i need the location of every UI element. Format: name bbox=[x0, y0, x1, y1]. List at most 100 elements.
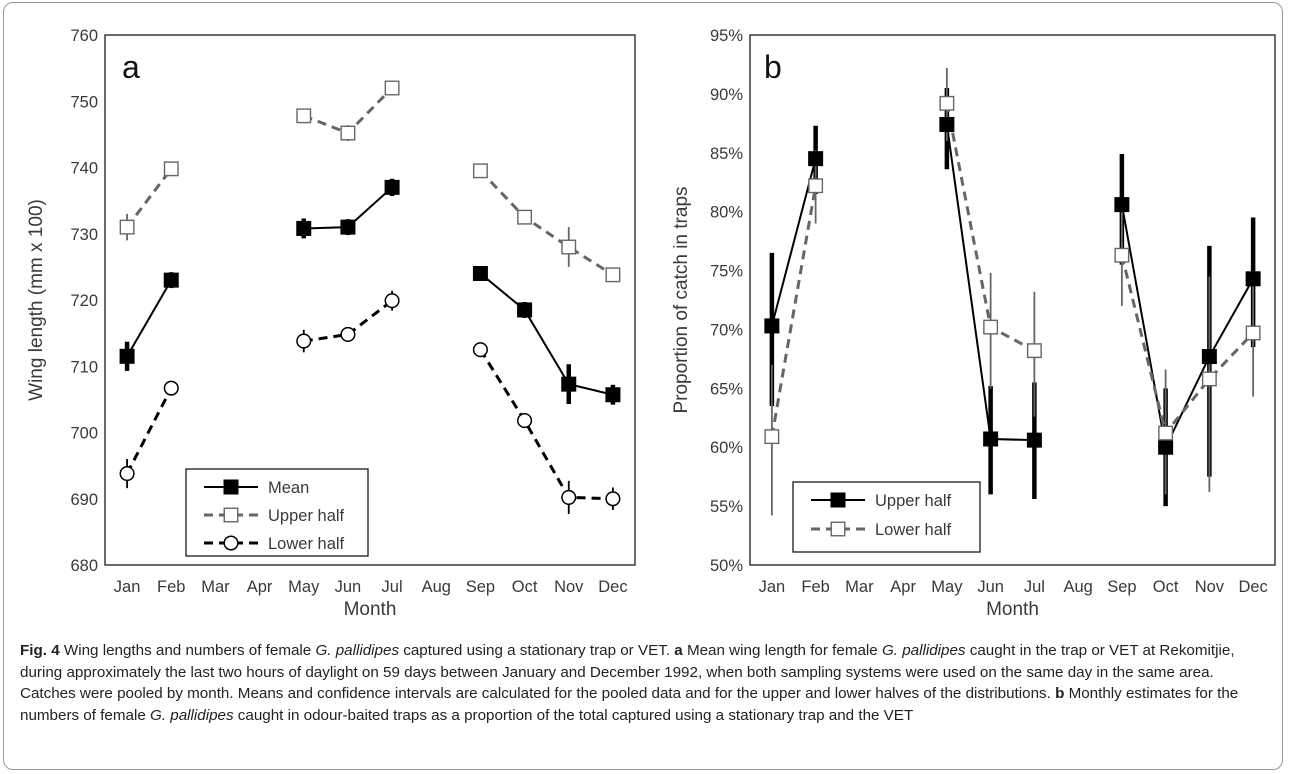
panel-a-plot-area bbox=[104, 34, 636, 566]
panel-a-series-mean-point bbox=[472, 266, 488, 281]
panel-a-y-tick-label: 740 bbox=[70, 160, 98, 178]
panel-a-x-tick-label: Nov bbox=[554, 578, 584, 596]
panel-b-x-tick-label: Oct bbox=[1153, 578, 1179, 596]
panel-a-y-tick-label: 750 bbox=[70, 93, 98, 111]
panel-b-x-axis-title: Month bbox=[986, 599, 1039, 620]
panel-a-x-tick-label: Dec bbox=[598, 578, 627, 596]
panel-a-series-mean-point bbox=[384, 179, 400, 195]
panel-b-y-tick-label: 75% bbox=[710, 263, 743, 281]
caption-species-1: G. pallidipes bbox=[315, 642, 400, 659]
panel-b-panel-label: b bbox=[764, 49, 782, 85]
panel-a-y-tick-label: 720 bbox=[70, 292, 98, 310]
panel-b-series-lower-half-point bbox=[1158, 425, 1174, 441]
panel-a-y-tick-label: 700 bbox=[70, 425, 98, 443]
panel-b-series-lower-half-point bbox=[983, 319, 999, 335]
caption-text-4: caught in the trap or VET at Rekomitjie,… bbox=[20, 642, 1235, 702]
panel-a-series-mean-point bbox=[605, 387, 621, 403]
panel-a-series-lower-half-point bbox=[163, 380, 179, 396]
panel-b-x-tick-label: Sep bbox=[1107, 578, 1136, 596]
panel-a-series-upper-half-point bbox=[472, 163, 488, 179]
panel-b-y-tick-label: 65% bbox=[710, 380, 743, 398]
panel-b-series-lower-half-point bbox=[1245, 325, 1261, 341]
panel-b-series-lower-half-point bbox=[1114, 247, 1130, 263]
panel-a-legend-label: Lower half bbox=[268, 535, 345, 553]
panel-a-x-tick-label: Jun bbox=[335, 578, 362, 596]
caption-text-5: Monthly estimates for the numbers of fem… bbox=[20, 685, 1239, 724]
panel-b-x-tick-label: Apr bbox=[890, 578, 916, 596]
panel-a-series-upper-half-point bbox=[340, 125, 356, 141]
panel-b-series-upper-half-point bbox=[1201, 349, 1217, 365]
panel-a-series-lower-half-point bbox=[119, 466, 135, 482]
panel-b-x-tick-label: Jan bbox=[759, 578, 786, 596]
panel-a-series-mean-point bbox=[163, 272, 179, 288]
panel-a-series-lower-half-point bbox=[517, 413, 533, 429]
charts-svg: 680 690 700 710 720 730 740 750 760 Jan Feb Mar Apr M… bbox=[26, 27, 1276, 620]
panel-a-series-mean-line bbox=[126, 279, 173, 357]
panel-b-y-tick-label: 85% bbox=[710, 145, 743, 163]
panel-b-y-tick-label: 55% bbox=[710, 498, 743, 516]
panel-b-y-tick-label: 50% bbox=[710, 557, 743, 575]
panel-a-series-mean-point bbox=[119, 348, 135, 364]
panel-a-y-tick-label: 760 bbox=[70, 27, 98, 45]
panel-a-x-tick-label: Sep bbox=[466, 578, 495, 596]
panel-a-x-axis-title: Month bbox=[344, 599, 397, 620]
panel-b-series-lower-half-line bbox=[1120, 254, 1255, 437]
panel-a-panel-label: a bbox=[122, 49, 140, 85]
panel-a-series-mean-point bbox=[296, 220, 312, 236]
panel-b-series-upper-half-point bbox=[1245, 271, 1261, 287]
panel-a-y-tick-label: 680 bbox=[70, 557, 98, 575]
panel-a-series-upper-half-line bbox=[479, 169, 614, 277]
panel-b-series-upper-half-point bbox=[1026, 432, 1042, 448]
panel-a-series-lower-half-line bbox=[125, 387, 173, 475]
panel-b-series-lower-half-point bbox=[764, 429, 780, 445]
panel-a-legend-box bbox=[185, 468, 369, 557]
panel-b-series-lower-half-point bbox=[939, 95, 955, 111]
panel-a-x-tick-label: May bbox=[288, 578, 320, 596]
panel-a-x-tick-label: Apr bbox=[247, 578, 273, 596]
panel-a-series-upper-half-point bbox=[119, 219, 135, 235]
panel-b-legend-label: Upper half bbox=[875, 492, 952, 510]
panel-a-series-upper-half-line bbox=[125, 167, 173, 229]
panel-b-series-lower-half-point bbox=[808, 178, 824, 194]
caption-label-a: a bbox=[674, 642, 683, 659]
panel-a-series-upper-half-point bbox=[517, 209, 533, 225]
panel-a-series-upper-half-point bbox=[296, 108, 312, 124]
caption-species-2: G. pallidipes bbox=[881, 642, 966, 659]
panel-b-legend-label: Lower half bbox=[875, 521, 952, 539]
panel-a-y-tick-label: 690 bbox=[70, 491, 98, 509]
panel-b-x-tick-label: Aug bbox=[1063, 578, 1092, 596]
panel-a-series-mean-point bbox=[340, 219, 356, 235]
panel-a-x-tick-label: Mar bbox=[201, 578, 230, 596]
caption-text-6: caught in odour-baited traps as a propor… bbox=[233, 706, 914, 724]
panel-a-y-tick-label: 730 bbox=[70, 226, 98, 244]
panel-b-y-tick-label: 70% bbox=[710, 321, 743, 339]
panel-a-y-axis-title: Wing length (mm x 100) bbox=[26, 199, 47, 401]
panel-b-y-tick-label: 80% bbox=[710, 204, 743, 222]
panel-a-series-lower-half-line bbox=[303, 299, 393, 343]
panel-b-y-tick-label: 95% bbox=[710, 27, 743, 45]
panel-b-series-upper-half-point bbox=[983, 431, 999, 447]
panel-b-x-tick-label: May bbox=[931, 578, 963, 596]
panel-a-legend-label: Mean bbox=[268, 479, 309, 497]
panel-b-series-upper-half-point bbox=[764, 318, 780, 334]
panel-a-series-lower-half-point bbox=[561, 489, 577, 505]
panel-b-x-tick-label: Feb bbox=[801, 578, 829, 596]
panel-a-series-lower-half-point bbox=[384, 293, 400, 309]
panel-a-series-upper-half-point bbox=[561, 239, 577, 255]
figure-caption: Fig. 4 Wing lengths and numbers of femal… bbox=[20, 640, 1265, 726]
panel-a-x-tick-label: Oct bbox=[512, 578, 538, 596]
panel-b-series-upper-half-line bbox=[1120, 204, 1254, 451]
panel-a-x-tick-label: Feb bbox=[157, 578, 185, 596]
caption-fig-label: Fig. 4 bbox=[20, 642, 60, 659]
panel-b-plot-area bbox=[749, 34, 1276, 566]
panel-b-series-upper-half-point bbox=[1114, 197, 1130, 213]
panel-a-series-mean-point bbox=[517, 302, 533, 318]
panel-a-series-upper-half-point bbox=[605, 267, 621, 283]
panel-a-series-upper-half-point bbox=[163, 161, 179, 177]
panel-a-series-lower-half-point bbox=[340, 326, 356, 343]
panel-a-series-lower-half-line bbox=[479, 348, 613, 501]
panel-b-x-tick-label: Dec bbox=[1238, 578, 1267, 596]
panel-b-y-axis-title: Proportion of catch in traps bbox=[671, 186, 692, 413]
panel-b-series-upper-half-point bbox=[1158, 439, 1174, 455]
panel-a-legend-marker bbox=[223, 535, 239, 551]
